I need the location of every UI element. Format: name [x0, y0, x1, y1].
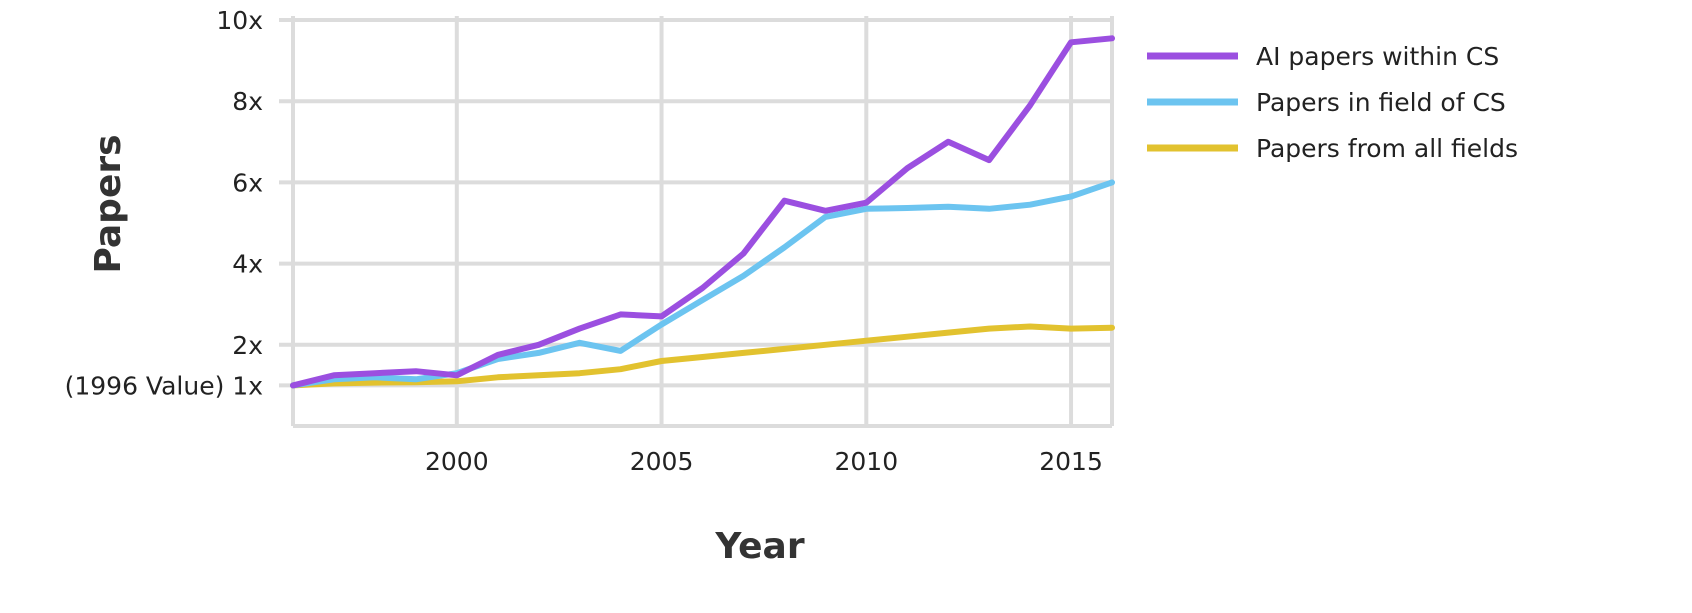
- series-line: [290, 179, 1115, 389]
- x-tick-label: 2005: [630, 447, 694, 476]
- y-tick-label: (1996 Value) 1x: [65, 371, 263, 400]
- x-tick-label: 2015: [1039, 447, 1103, 476]
- legend-label: AI papers within CS: [1256, 42, 1499, 71]
- series-lines: [290, 35, 1115, 389]
- y-axis-title: Papers: [88, 134, 129, 273]
- series-line: [290, 323, 1115, 389]
- x-tick-label: 2000: [425, 447, 489, 476]
- legend-label: Papers in field of CS: [1256, 88, 1506, 117]
- x-axis-ticks: 2000 2005 2010 2015: [425, 447, 1103, 476]
- legend: AI papers within CS Papers in field of CS…: [1147, 42, 1518, 163]
- grid: [279, 16, 1114, 428]
- x-axis-title: Year: [714, 526, 804, 567]
- x-tick-label: 2010: [834, 447, 898, 476]
- y-axis-ticks: (1996 Value) 1x 2x 4x 6x 8x 10x: [65, 6, 263, 400]
- series-line: [290, 35, 1115, 389]
- legend-label: Papers from all fields: [1256, 134, 1518, 163]
- y-tick-label: 8x: [232, 87, 263, 116]
- y-tick-label: 2x: [232, 331, 263, 360]
- y-tick-label: 10x: [216, 6, 263, 35]
- y-tick-label: 6x: [232, 168, 263, 197]
- y-tick-label: 4x: [232, 250, 263, 279]
